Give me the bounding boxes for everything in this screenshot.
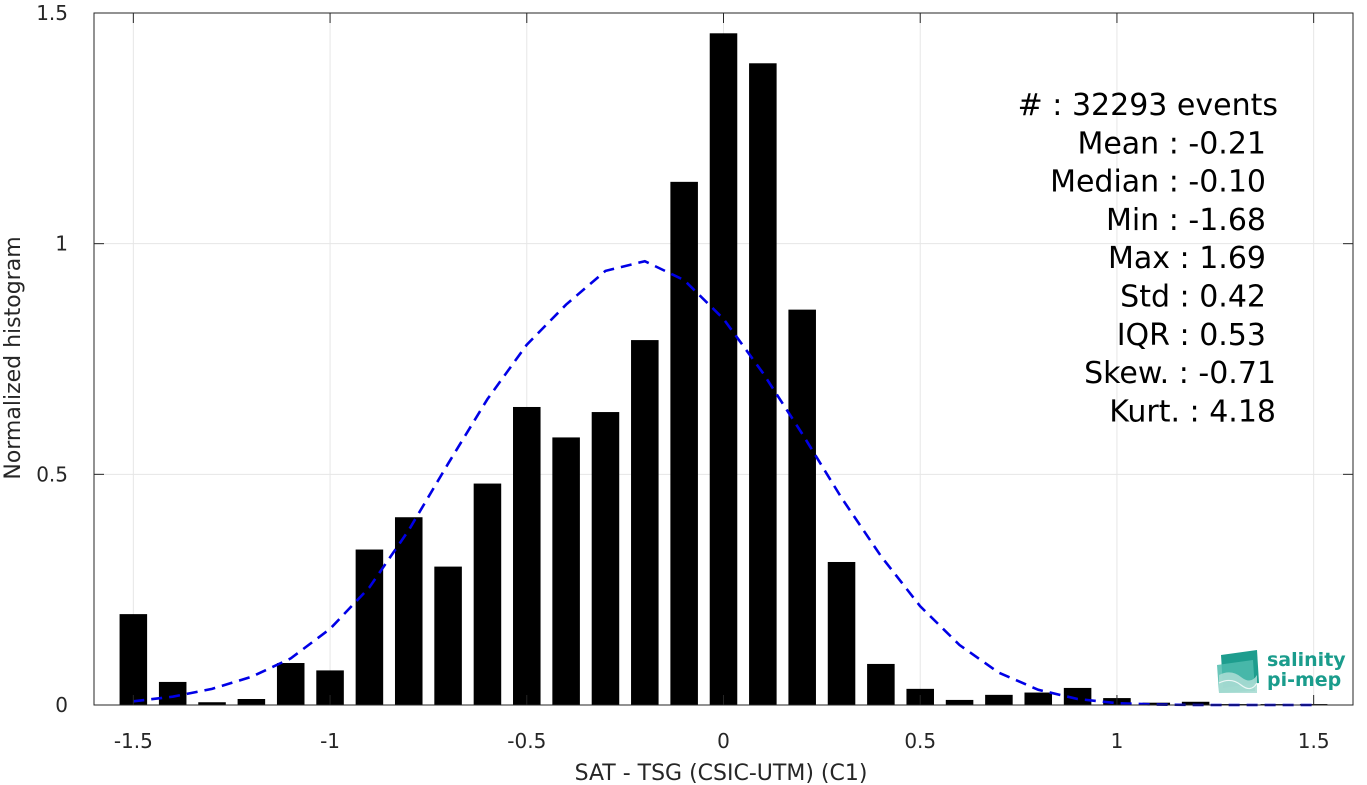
- histogram-bar: [670, 181, 698, 705]
- logo-line2: pi-mep: [1267, 669, 1341, 691]
- stat-line: # : 32293 events: [1018, 88, 1278, 123]
- x-tick-label: -1.5: [114, 729, 153, 753]
- histogram-bar: [158, 681, 187, 705]
- x-tick-label: 0: [717, 729, 730, 753]
- stat-line: Min : -1.68: [1106, 203, 1266, 238]
- x-tick-label: 1: [1111, 729, 1124, 753]
- histogram-bar: [749, 63, 777, 705]
- y-tick-label: 1.5: [36, 1, 68, 25]
- histogram-bar: [1024, 692, 1053, 705]
- x-tick-label: 0.5: [904, 729, 936, 753]
- y-axis-label: Normalized histogram: [1, 236, 26, 479]
- stat-line: Std : 0.42: [1120, 280, 1266, 315]
- histogram-bar: [394, 517, 423, 705]
- histogram-bar: [985, 694, 1013, 705]
- stat-line: Median : -0.10: [1050, 165, 1266, 200]
- histogram-bar: [552, 437, 580, 705]
- y-tick-label: 0: [55, 693, 68, 717]
- histogram-bar: [631, 340, 659, 705]
- stat-line: IQR : 0.53: [1117, 318, 1266, 353]
- axis-ticks: [94, 12, 1353, 706]
- histogram-bar: [119, 614, 148, 705]
- y-tick-labels: 0 0.5 1 1.5: [36, 1, 68, 717]
- logo-wave-icon: [1217, 650, 1259, 693]
- stat-line: Kurt. : 4.18: [1109, 394, 1276, 429]
- histogram-bars: [119, 33, 1328, 706]
- histogram-bar: [434, 566, 462, 705]
- histogram-bar: [709, 33, 738, 706]
- histogram-bar: [1063, 687, 1092, 705]
- histogram-bar: [237, 699, 266, 705]
- x-axis-label: SAT - TSG (CSIC-UTM) (C1): [575, 761, 868, 785]
- logo-line1: salinity: [1267, 649, 1346, 671]
- stat-line: Mean : -0.21: [1077, 126, 1266, 161]
- histogram-bar: [827, 561, 856, 705]
- histogram-bar: [1142, 702, 1171, 705]
- histogram-bar: [788, 309, 816, 705]
- histogram-bar: [591, 412, 620, 705]
- x-tick-label: 1.5: [1298, 729, 1330, 753]
- histogram-bar: [945, 699, 974, 705]
- y-tick-label: 0.5: [36, 462, 68, 486]
- histogram-bar: [1181, 701, 1210, 705]
- histogram-bar: [513, 406, 541, 705]
- x-tick-label: -1: [320, 729, 340, 753]
- x-tick-label: -0.5: [507, 729, 546, 753]
- histogram-bar: [276, 663, 305, 705]
- histogram-bar: [473, 483, 502, 705]
- histogram-bar: [867, 663, 895, 705]
- x-tick-labels: -1.5 -1 -0.5 0 0.5 1 1.5: [114, 729, 1330, 753]
- histogram-bar: [355, 549, 384, 705]
- stat-line: Max : 1.69: [1108, 241, 1266, 276]
- salinity-pimep-logo: salinity pi-mep: [1217, 649, 1346, 693]
- stat-line: Skew. : -0.71: [1084, 356, 1276, 391]
- histogram-bar: [198, 702, 226, 705]
- y-tick-label: 1: [55, 232, 68, 256]
